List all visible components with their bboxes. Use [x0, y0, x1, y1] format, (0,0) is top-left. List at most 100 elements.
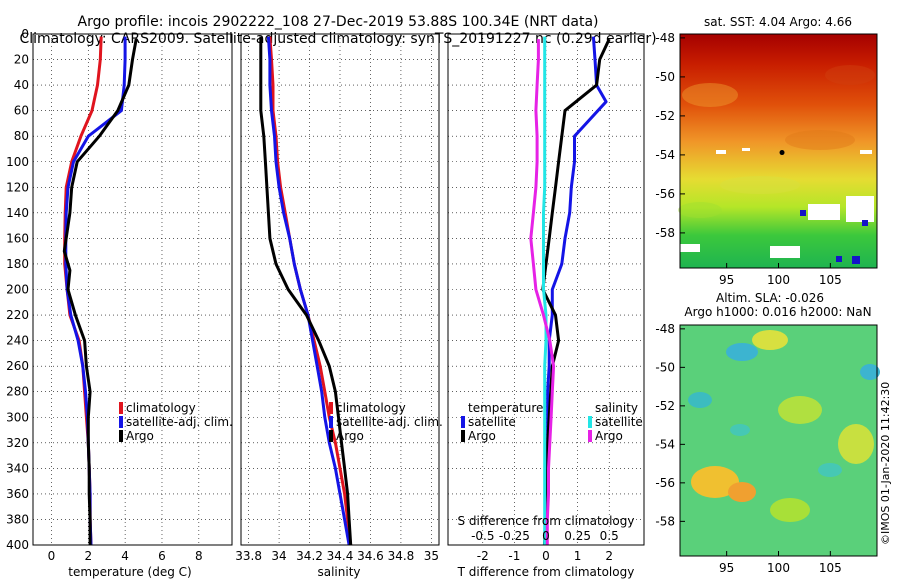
x-tick-label: 34.6: [357, 549, 384, 563]
sst-warm-patch: [682, 83, 738, 107]
map-y-tick-label: -48: [655, 31, 675, 45]
series-line-salinity-satellite: [542, 36, 548, 545]
missing-data-patch: [770, 246, 800, 258]
map-y-tick-label: -48: [655, 322, 675, 336]
legend-label-satellite: satellite-adj. clim.: [126, 415, 233, 429]
land-pixel: [800, 210, 806, 216]
map-y-tick-label: -50: [655, 360, 675, 374]
difference-frame: [447, 33, 645, 546]
legend-marker-salinity-argo: [588, 430, 592, 442]
x-tick-label: 34: [271, 549, 286, 563]
sla-map: Altim. SLA: -0.026 Argo h1000: 0.016 h20…: [655, 291, 880, 575]
map-y-tick-label: -52: [655, 109, 675, 123]
sst-missing-data: [680, 148, 874, 258]
y-tick-label: 280: [6, 385, 29, 399]
map-y-tick-label: -52: [655, 399, 675, 413]
y-tick-label: 80: [14, 129, 29, 143]
y-tick-label: 0: [21, 27, 29, 41]
y-tick-label: 400: [6, 538, 29, 552]
x-tick-label: 0: [542, 549, 550, 563]
y-tick-label: 260: [6, 359, 29, 373]
salinity-panel: 33.8 34 34.2 34.4 34.6 34.8 35 salinity climat…: [235, 33, 443, 579]
map-y-tick-label: -56: [655, 476, 675, 490]
difference-xlabel: T difference from climatology: [457, 565, 635, 579]
temperature-frame: [32, 33, 233, 546]
salinity-frame: [240, 33, 440, 546]
y-tick-label: 20: [14, 53, 29, 67]
x-tick-label: 4: [121, 549, 129, 563]
legend-marker-temperature-satellite: [461, 416, 465, 428]
map-x-tick-label: 95: [719, 561, 734, 575]
map-x-tick-label: 100: [767, 273, 790, 287]
sla-low-patch: [818, 463, 842, 477]
missing-data-patch: [860, 150, 872, 154]
series-line-salinity-argo: [529, 39, 556, 545]
x-tick-label: 34.2: [296, 549, 323, 563]
legend-label-argo: Argo: [336, 429, 364, 443]
map-y-tick-label: -56: [655, 187, 675, 201]
x-tick-label: 34.8: [388, 549, 415, 563]
missing-data-patch: [680, 244, 700, 252]
legend-label-climatology: climatology: [336, 401, 406, 415]
sst-map: sat. SST: 4.04 Argo: 4.66 95 100 105 -48 -50…: [655, 15, 878, 287]
x-tick-label: 34.4: [327, 549, 354, 563]
y-tick-label: 220: [6, 308, 29, 322]
temperature-panel: 0204060801001201401601802002202402602803…: [6, 27, 233, 579]
sla-high-patch: [728, 482, 756, 502]
map-y-tick-label: -54: [655, 148, 675, 162]
missing-data-patch: [846, 196, 874, 222]
map-y-tick-label: -58: [655, 226, 675, 240]
sst-cool-patch: [720, 176, 800, 194]
y-tick-label: 200: [6, 283, 29, 297]
temperature-legend: climatology satellite-adj. clim. Argo: [119, 401, 233, 443]
salinity-ticks: 33.8 34 34.2 34.4 34.6 34.8 35: [235, 549, 439, 563]
land-pixel: [852, 256, 860, 264]
argo-float-marker: [779, 150, 785, 156]
difference-panel: -2 -1 0 1 2 T difference from climatology S …: [447, 33, 645, 579]
x-tick-label: 6: [158, 549, 166, 563]
sla-mid-patch: [838, 424, 874, 464]
x-tick-label: 2: [84, 549, 92, 563]
land-pixel: [862, 220, 868, 226]
legend-label-satellite: satellite-adj. clim.: [336, 415, 443, 429]
temperature-xlabel: temperature (deg C): [68, 565, 191, 579]
difference-legend: temperature satellite Argo salinity sate…: [461, 401, 643, 443]
missing-data-patch: [742, 148, 750, 151]
y-tick-label: 340: [6, 461, 29, 475]
sst-field: [680, 34, 877, 268]
sla-low-patch: [726, 343, 758, 361]
watermark: ©IMOS 01-Jan-2020 11:42:30: [879, 382, 892, 545]
y-tick-label: 240: [6, 334, 29, 348]
x-tick-label: 33.8: [235, 549, 262, 563]
legend-marker-climatology: [119, 402, 123, 414]
y-tick-label: 300: [6, 410, 29, 424]
y-tick-label: 40: [14, 78, 29, 92]
legend-marker-temperature-argo: [461, 430, 465, 442]
series-line-climatology: [268, 36, 353, 545]
legend-marker-argo: [329, 430, 333, 442]
sst-cool-patch: [678, 202, 722, 218]
sla-mid-patch: [770, 498, 810, 522]
legend-label-climatology: climatology: [126, 401, 196, 415]
sst-texture: [678, 65, 875, 218]
sst-land-mask: [800, 210, 868, 264]
difference-series: [529, 36, 611, 545]
legend-marker-climatology: [329, 402, 333, 414]
s-tick-label: 0: [542, 529, 550, 543]
s-tick-label: -0.5: [471, 529, 494, 543]
s-tick-label: 0.5: [600, 529, 619, 543]
map-y-tick-label: -50: [655, 70, 675, 84]
sla-high-patch: [752, 330, 788, 350]
legend-marker-salinity-satellite: [588, 416, 592, 428]
y-tick-label: 60: [14, 104, 29, 118]
s-tick-label: -0.25: [499, 529, 530, 543]
header-line-2: Climatology: CARS2009. Satellite-adjuste…: [19, 31, 656, 47]
legend-label-argo: Argo: [126, 429, 154, 443]
x-tick-label: 1: [574, 549, 582, 563]
y-tick-label: 180: [6, 257, 29, 271]
map-y-tick-label: -54: [655, 437, 675, 451]
x-tick-label: 35: [424, 549, 439, 563]
legend-label-temperature-argo: Argo: [468, 429, 496, 443]
sst-map-ticks: 95 100 105 -48 -50 -52 -54 -56 -58: [655, 31, 841, 287]
